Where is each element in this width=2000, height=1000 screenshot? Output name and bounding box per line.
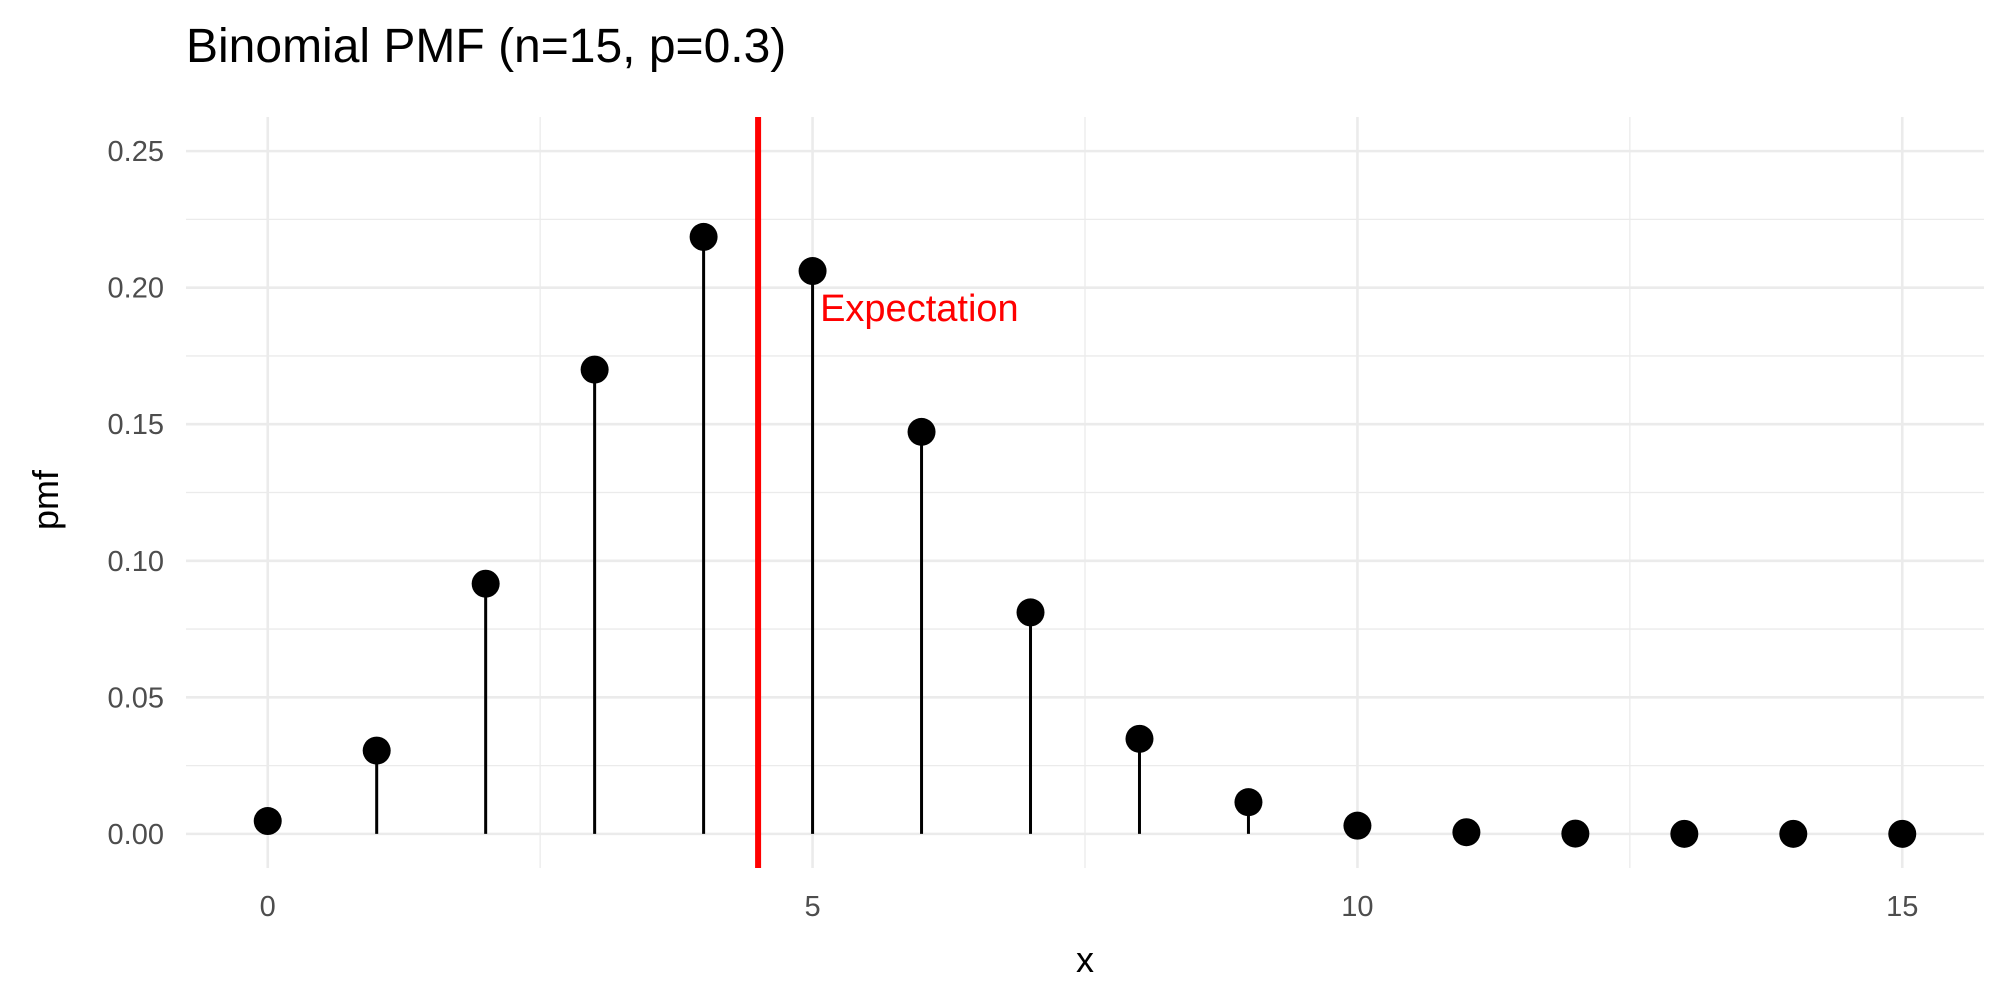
data-point bbox=[1779, 819, 1808, 848]
data-point bbox=[1125, 724, 1154, 753]
data-point bbox=[253, 807, 282, 836]
data-point bbox=[362, 736, 391, 765]
data-point bbox=[689, 222, 718, 251]
data-point bbox=[1561, 819, 1590, 848]
data-point bbox=[471, 569, 500, 598]
y-tick-label: 0.20 bbox=[108, 273, 164, 305]
x-axis-title: x bbox=[1076, 939, 1094, 980]
data-point bbox=[798, 257, 827, 286]
y-tick-label: 0.10 bbox=[108, 546, 164, 578]
y-tick-label: 0.25 bbox=[108, 136, 164, 168]
data-point bbox=[1016, 598, 1045, 627]
data-point bbox=[1670, 819, 1699, 848]
data-point bbox=[1343, 811, 1372, 840]
y-tick-label: 0.00 bbox=[108, 819, 164, 851]
x-tick-label: 0 bbox=[260, 891, 276, 923]
y-tick-label: 0.05 bbox=[108, 682, 164, 714]
x-tick-label: 5 bbox=[805, 891, 821, 923]
tick-labels: 0 5 10 15 0.00 0.05 0.10 0.15 0.20 0.25 bbox=[108, 136, 1919, 923]
y-axis-title: pmf bbox=[25, 469, 66, 530]
data-point bbox=[1452, 818, 1481, 847]
x-tick-label: 10 bbox=[1341, 891, 1373, 923]
data-point bbox=[1888, 819, 1917, 848]
data-point bbox=[1234, 788, 1263, 817]
data-point bbox=[907, 417, 936, 446]
y-tick-label: 0.15 bbox=[108, 409, 164, 441]
data-point bbox=[580, 355, 609, 384]
data-points bbox=[253, 222, 1917, 848]
x-tick-label: 15 bbox=[1886, 891, 1918, 923]
expectation-label: Expectation bbox=[820, 288, 1019, 330]
chart-title: Binomial PMF (n=15, p=0.3) bbox=[186, 20, 786, 73]
